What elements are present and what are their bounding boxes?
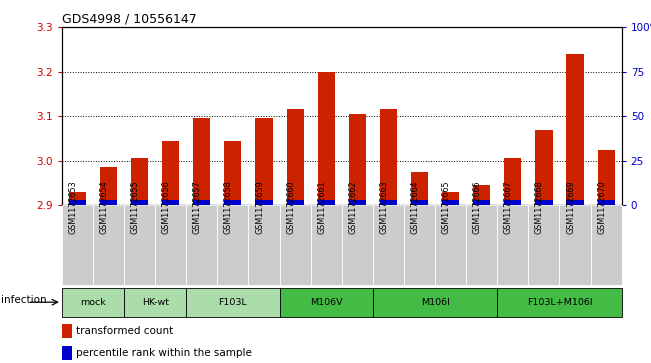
Bar — [373, 205, 404, 285]
Text: infection: infection — [1, 295, 47, 305]
Bar — [124, 288, 186, 317]
Bar — [349, 200, 366, 205]
Bar — [124, 205, 155, 285]
Bar — [505, 200, 521, 205]
Bar — [505, 158, 521, 205]
Bar — [473, 185, 490, 205]
Bar — [286, 110, 303, 205]
Bar — [349, 114, 366, 205]
Bar — [249, 205, 279, 285]
Bar — [380, 110, 397, 205]
Text: GSM1172660: GSM1172660 — [286, 181, 295, 234]
Bar — [566, 200, 583, 205]
Text: GSM1172663: GSM1172663 — [380, 181, 389, 234]
Bar — [155, 205, 186, 285]
Bar — [559, 205, 590, 285]
Bar — [69, 192, 86, 205]
Text: GSM1172666: GSM1172666 — [473, 181, 482, 234]
Text: GSM1172653: GSM1172653 — [68, 181, 77, 234]
Text: GSM1172667: GSM1172667 — [504, 181, 513, 234]
Text: GSM1172661: GSM1172661 — [317, 181, 326, 234]
Bar — [217, 205, 249, 285]
Bar — [62, 346, 72, 359]
Bar — [535, 130, 553, 205]
Text: GSM1172656: GSM1172656 — [161, 181, 171, 234]
Bar — [442, 200, 459, 205]
Bar — [373, 288, 497, 317]
Text: percentile rank within the sample: percentile rank within the sample — [76, 347, 253, 358]
Text: mock: mock — [80, 298, 106, 307]
Bar — [529, 205, 559, 285]
Text: GSM1172668: GSM1172668 — [535, 181, 544, 234]
Bar — [93, 205, 124, 285]
Text: GSM1172659: GSM1172659 — [255, 181, 264, 234]
Bar — [225, 200, 242, 205]
Bar — [131, 158, 148, 205]
Bar — [286, 200, 303, 205]
Bar — [342, 205, 373, 285]
Bar — [598, 150, 615, 205]
Bar — [473, 200, 490, 205]
Bar — [566, 54, 583, 205]
Bar — [318, 200, 335, 205]
Bar — [590, 205, 622, 285]
Bar — [411, 200, 428, 205]
Bar — [380, 200, 397, 205]
Bar — [62, 205, 93, 285]
Bar — [255, 118, 273, 205]
Bar — [318, 72, 335, 205]
Bar — [411, 172, 428, 205]
Bar — [598, 200, 615, 205]
Text: M106V: M106V — [310, 298, 342, 307]
Bar — [193, 200, 210, 205]
Bar — [162, 200, 179, 205]
Text: GSM1172657: GSM1172657 — [193, 181, 202, 234]
Text: GSM1172655: GSM1172655 — [131, 181, 139, 234]
Bar — [466, 205, 497, 285]
Text: GSM1172669: GSM1172669 — [566, 181, 575, 234]
Bar — [69, 200, 86, 205]
Text: M106I: M106I — [421, 298, 450, 307]
Bar — [535, 200, 553, 205]
Text: GSM1172658: GSM1172658 — [224, 181, 233, 234]
Bar — [100, 167, 117, 205]
Bar — [279, 288, 373, 317]
Text: HK-wt: HK-wt — [142, 298, 169, 307]
Bar — [255, 200, 273, 205]
Bar — [186, 288, 279, 317]
Bar — [497, 288, 622, 317]
Bar — [100, 200, 117, 205]
Bar — [404, 205, 435, 285]
Text: F103L+M106I: F103L+M106I — [527, 298, 592, 307]
Bar — [435, 205, 466, 285]
Bar — [62, 324, 72, 338]
Bar — [311, 205, 342, 285]
Text: GSM1172670: GSM1172670 — [597, 181, 606, 234]
Bar — [497, 205, 529, 285]
Bar — [279, 205, 311, 285]
Text: transformed count: transformed count — [76, 326, 174, 336]
Bar — [131, 200, 148, 205]
Bar — [62, 288, 124, 317]
Text: GSM1172654: GSM1172654 — [100, 181, 109, 234]
Text: GDS4998 / 10556147: GDS4998 / 10556147 — [62, 12, 197, 25]
Bar — [442, 192, 459, 205]
Bar — [186, 205, 217, 285]
Bar — [162, 140, 179, 205]
Text: GSM1172662: GSM1172662 — [348, 181, 357, 234]
Text: GSM1172665: GSM1172665 — [441, 181, 450, 234]
Text: GSM1172664: GSM1172664 — [411, 181, 419, 234]
Bar — [225, 140, 242, 205]
Text: F103L: F103L — [219, 298, 247, 307]
Bar — [193, 118, 210, 205]
